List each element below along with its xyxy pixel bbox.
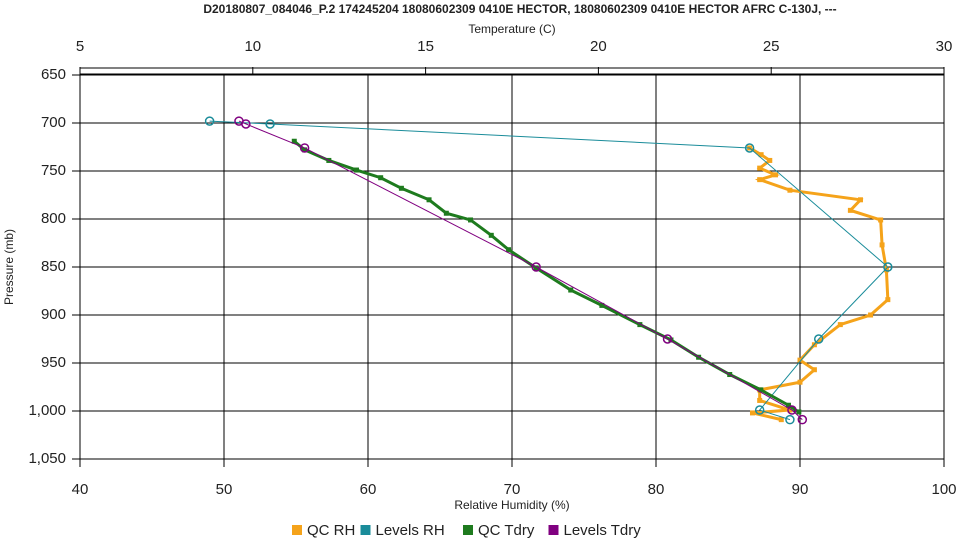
x-tick-label: 50: [216, 481, 233, 498]
legend-label: QC RH: [307, 522, 355, 539]
y-tick-label: 900: [41, 306, 66, 323]
data-marker: [488, 232, 494, 238]
y-tick-label: 700: [41, 114, 66, 131]
x2-tick-label: 5: [76, 38, 84, 55]
data-marker: [758, 152, 764, 158]
level-marker: [813, 334, 824, 344]
data-marker: [749, 410, 755, 416]
legend-swatch: [548, 525, 559, 535]
x-tick-label: 80: [648, 481, 665, 498]
level-marker: [744, 143, 755, 153]
data-marker: [468, 217, 474, 223]
data-marker: [857, 197, 863, 203]
x-tick-label: 40: [72, 481, 89, 498]
data-marker: [883, 267, 889, 273]
x2-tick-label: 10: [244, 38, 261, 55]
chart-title: D20180807_084046_P.2 174245204 180806023…: [203, 2, 836, 16]
data-marker: [637, 322, 643, 328]
data-marker: [757, 165, 763, 171]
data-marker: [378, 175, 384, 181]
data-marker: [757, 397, 763, 403]
x-tick-label: 90: [792, 481, 809, 498]
data-marker: [868, 312, 874, 318]
series-line: [748, 146, 890, 422]
legend-swatch: [360, 525, 371, 535]
data-marker: [847, 207, 853, 213]
level-marker: [785, 414, 795, 425]
x-tick-label: 60: [360, 481, 377, 498]
data-marker: [758, 387, 764, 393]
data-marker: [797, 357, 803, 363]
level-marker: [754, 405, 765, 415]
x-tick-label: 70: [504, 481, 521, 498]
level-marker: [883, 262, 893, 272]
data-marker: [533, 265, 539, 271]
data-marker: [785, 402, 791, 408]
data-marker: [787, 407, 793, 413]
y-tick-label: 950: [41, 354, 66, 371]
level-marker: [204, 116, 215, 126]
data-marker: [837, 322, 843, 328]
data-marker: [885, 297, 891, 303]
series-line: [209, 120, 889, 421]
data-marker: [568, 287, 574, 293]
level-marker: [787, 405, 797, 415]
x2-tick-label: 25: [763, 38, 780, 55]
legend-swatch: [463, 525, 473, 535]
data-marker: [778, 417, 784, 423]
data-marker: [302, 147, 308, 153]
level-marker: [241, 119, 251, 129]
level-marker: [662, 334, 673, 344]
level-marker: [531, 262, 541, 272]
data-marker: [796, 409, 802, 415]
y-tick-label: 800: [41, 210, 66, 227]
data-marker: [353, 167, 359, 173]
data-marker: [878, 217, 884, 223]
x2-tick-label: 30: [936, 38, 953, 55]
x-tick-label: 100: [931, 481, 956, 498]
x-axis-label: Relative Humidity (%): [454, 498, 569, 512]
y-tick-label: 650: [41, 66, 66, 83]
data-marker: [787, 187, 793, 193]
legend-swatch: [292, 525, 302, 535]
legend-label: Levels RH: [376, 522, 445, 539]
x2-tick-label: 20: [590, 38, 607, 55]
y-tick-label: 850: [41, 258, 66, 275]
y-tick-label: 1,000: [28, 402, 66, 419]
legend-label: QC Tdry: [478, 522, 535, 539]
data-marker: [797, 379, 803, 385]
data-marker: [811, 367, 817, 373]
level-marker: [797, 414, 808, 425]
y-tick-label: 1,050: [28, 450, 66, 467]
data-marker: [426, 197, 432, 203]
y-tick-label: 750: [41, 162, 66, 179]
plot-frame: [79, 74, 945, 460]
data-marker: [757, 177, 763, 183]
data-marker: [767, 157, 773, 163]
y-axis-label: Pressure (mb): [2, 229, 16, 305]
level-marker: [265, 119, 275, 129]
data-marker: [506, 247, 512, 253]
data-marker: [398, 185, 404, 191]
x2-axis-label: Temperature (C): [468, 22, 555, 36]
x2-tick-label: 15: [417, 38, 434, 55]
data-marker: [879, 242, 885, 248]
data-marker: [291, 138, 297, 144]
data-marker: [773, 172, 779, 178]
level-marker: [299, 143, 310, 153]
data-marker: [443, 210, 449, 216]
data-marker: [599, 302, 605, 308]
legend-label: Levels Tdry: [564, 522, 642, 539]
series-line: [238, 120, 803, 421]
